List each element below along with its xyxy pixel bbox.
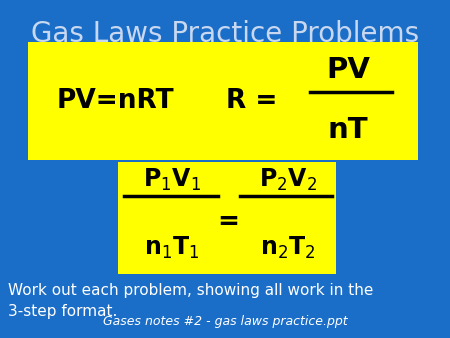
Text: R =: R =	[226, 88, 278, 114]
FancyBboxPatch shape	[28, 42, 418, 160]
Text: Work out each problem, showing all work in the
3-step format.: Work out each problem, showing all work …	[8, 283, 374, 319]
Text: n$_1$T$_1$: n$_1$T$_1$	[144, 235, 200, 261]
Text: Gas Laws Practice Problems: Gas Laws Practice Problems	[31, 20, 419, 48]
Text: PV: PV	[326, 56, 370, 84]
Text: P$_2$V$_2$: P$_2$V$_2$	[259, 167, 317, 193]
Text: n$_2$T$_2$: n$_2$T$_2$	[260, 235, 316, 261]
Text: PV=nRT: PV=nRT	[56, 88, 174, 114]
Text: Gases notes #2 - gas laws practice.ppt: Gases notes #2 - gas laws practice.ppt	[103, 315, 347, 328]
Text: P$_1$V$_1$: P$_1$V$_1$	[143, 167, 201, 193]
Text: =: =	[217, 209, 239, 235]
FancyBboxPatch shape	[118, 162, 336, 274]
Text: nT: nT	[328, 116, 368, 144]
